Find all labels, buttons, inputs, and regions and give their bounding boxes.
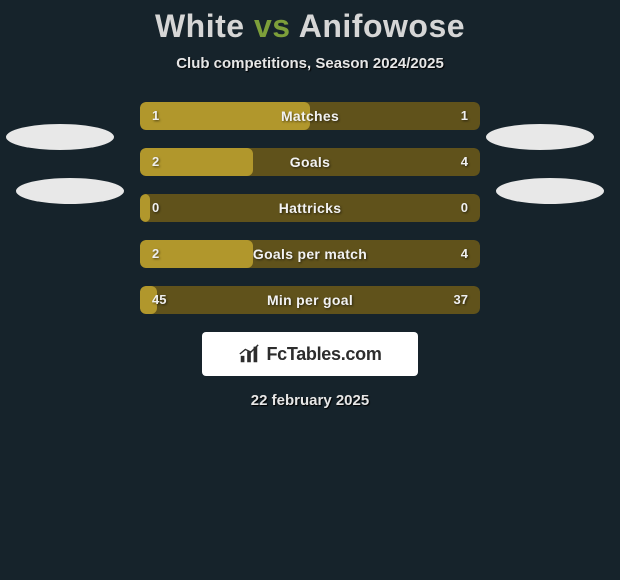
stat-label: Matches: [140, 102, 480, 130]
badge-ellipse-right-1: [486, 124, 594, 150]
stat-right-value: 1: [461, 102, 468, 130]
stat-row: 2 Goals per match 4: [140, 240, 480, 268]
badge-ellipse-left-2: [16, 178, 124, 204]
comparison-title: White vs Anifowose: [0, 8, 620, 45]
stat-label: Goals: [140, 148, 480, 176]
badge-ellipse-left-1: [6, 124, 114, 150]
stat-right-value: 37: [454, 286, 468, 314]
player2-name: Anifowose: [299, 8, 465, 44]
bar-chart-icon: [238, 343, 260, 365]
stat-right-value: 0: [461, 194, 468, 222]
logo: FcTables.com: [202, 332, 418, 376]
stat-right-value: 4: [461, 148, 468, 176]
subtitle: Club competitions, Season 2024/2025: [0, 55, 620, 72]
badge-ellipse-right-2: [496, 178, 604, 204]
stat-label: Goals per match: [140, 240, 480, 268]
stat-row: 0 Hattricks 0: [140, 194, 480, 222]
stat-label: Hattricks: [140, 194, 480, 222]
stat-row: 45 Min per goal 37: [140, 286, 480, 314]
stat-row: 2 Goals 4: [140, 148, 480, 176]
date: 22 february 2025: [0, 392, 620, 409]
vs-label: vs: [254, 8, 291, 44]
logo-text: FcTables.com: [266, 344, 381, 365]
stat-label: Min per goal: [140, 286, 480, 314]
stat-right-value: 4: [461, 240, 468, 268]
player1-name: White: [155, 8, 245, 44]
stat-row: 1 Matches 1: [140, 102, 480, 130]
